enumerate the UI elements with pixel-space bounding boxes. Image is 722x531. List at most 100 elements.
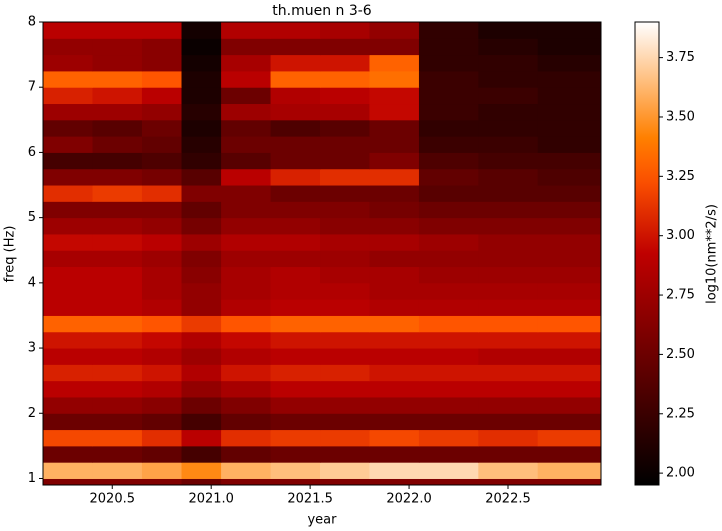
heatmap-cell: [537, 22, 602, 39]
heatmap-cell: [270, 250, 321, 268]
heatmap-cell: [418, 185, 479, 202]
heatmap-cell: [270, 282, 321, 300]
heatmap-cell: [221, 38, 272, 56]
heatmap-cell: [270, 54, 321, 72]
heatmap-cell: [478, 38, 539, 56]
heatmap-cell: [221, 445, 272, 463]
heatmap-cell: [92, 233, 143, 251]
heatmap-cell: [478, 315, 539, 333]
heatmap-cell: [141, 87, 183, 105]
heatmap-cell: [43, 217, 93, 235]
heatmap-cell: [43, 396, 93, 414]
heatmap-cell: [92, 445, 143, 463]
x-tick-label: 2022.0: [386, 492, 432, 507]
heatmap-cell: [141, 201, 183, 219]
heatmap-cell: [270, 445, 321, 463]
chart-title: th.muen n 3-6: [272, 3, 372, 19]
heatmap-cell: [270, 152, 321, 170]
heatmap-cell: [478, 250, 539, 268]
heatmap-cell: [181, 364, 222, 382]
heatmap-cell: [270, 413, 321, 431]
heatmap-cell: [141, 250, 183, 268]
heatmap-cell: [181, 282, 222, 300]
heatmap-cell: [43, 136, 93, 153]
heatmap-cell: [478, 331, 539, 349]
heatmap-cell: [320, 233, 370, 251]
heatmap-cell: [43, 103, 93, 121]
heatmap-cell: [537, 250, 602, 268]
heatmap: [43, 22, 602, 486]
heatmap-cell: [418, 445, 479, 463]
heatmap-cell: [270, 380, 321, 398]
heatmap-cell: [320, 445, 370, 463]
heatmap-cell: [43, 364, 93, 382]
heatmap-cell: [43, 331, 93, 349]
heatmap-cell: [92, 462, 143, 479]
heatmap-cell: [478, 152, 539, 170]
heatmap-cell: [320, 348, 370, 365]
heatmap-cell: [270, 201, 321, 219]
heatmap-cell: [221, 315, 272, 333]
heatmap-cell: [221, 250, 272, 268]
heatmap-cell: [221, 185, 272, 202]
heatmap-cell: [181, 266, 222, 284]
heatmap-cell: [537, 54, 602, 72]
heatmap-cell: [270, 299, 321, 316]
heatmap-cell: [141, 299, 183, 316]
colorbar-tick-label: 3.75: [666, 50, 695, 65]
heatmap-cell: [270, 119, 321, 137]
heatmap-cell: [221, 54, 272, 72]
heatmap-cell: [43, 478, 93, 486]
heatmap-cell: [369, 70, 420, 88]
heatmap-cell: [270, 331, 321, 349]
y-tick-label: 3: [28, 341, 36, 356]
heatmap-cell: [181, 103, 222, 121]
y-tick-label: 4: [28, 275, 36, 290]
heatmap-cell: [270, 266, 321, 284]
heatmap-cell: [270, 364, 321, 382]
heatmap-cell: [369, 152, 420, 170]
heatmap-cell: [270, 22, 321, 39]
heatmap-cell: [369, 233, 420, 251]
heatmap-cell: [537, 119, 602, 137]
y-tick-label: 7: [28, 80, 36, 95]
heatmap-cell: [537, 299, 602, 316]
heatmap-cell: [478, 462, 539, 479]
heatmap-cell: [270, 103, 321, 121]
x-tick-label: 2020.5: [90, 492, 136, 507]
colorbar-frame: [634, 21, 660, 486]
heatmap-cell: [270, 185, 321, 202]
heatmap-cell: [92, 201, 143, 219]
heatmap-cell: [369, 201, 420, 219]
heatmap-cell: [369, 136, 420, 153]
heatmap-cell: [92, 185, 143, 202]
heatmap-cell: [369, 54, 420, 72]
heatmap-cell: [270, 87, 321, 105]
heatmap-cell: [92, 22, 143, 39]
heatmap-cell: [221, 22, 272, 39]
heatmap-cell: [141, 413, 183, 431]
heatmap-cell: [43, 315, 93, 333]
heatmap-cell: [478, 445, 539, 463]
heatmap-cell: [270, 70, 321, 88]
heatmap-cell: [92, 380, 143, 398]
heatmap-cell: [141, 478, 183, 486]
heatmap-cell: [369, 282, 420, 300]
heatmap-cell: [478, 478, 539, 486]
heatmap-cell: [92, 364, 143, 382]
heatmap-cell: [141, 185, 183, 202]
heatmap-cell: [320, 266, 370, 284]
heatmap-cell: [92, 299, 143, 316]
heatmap-cell: [221, 282, 272, 300]
heatmap-cell: [369, 22, 420, 39]
heatmap-cell: [418, 217, 479, 235]
heatmap-cell: [320, 185, 370, 202]
heatmap-cell: [418, 87, 479, 105]
heatmap-cell: [418, 103, 479, 121]
heatmap-cell: [181, 87, 222, 105]
heatmap-cell: [537, 331, 602, 349]
heatmap-cell: [221, 348, 272, 365]
heatmap-cell: [369, 315, 420, 333]
y-tick-label: 8: [28, 15, 36, 30]
heatmap-cell: [92, 413, 143, 431]
